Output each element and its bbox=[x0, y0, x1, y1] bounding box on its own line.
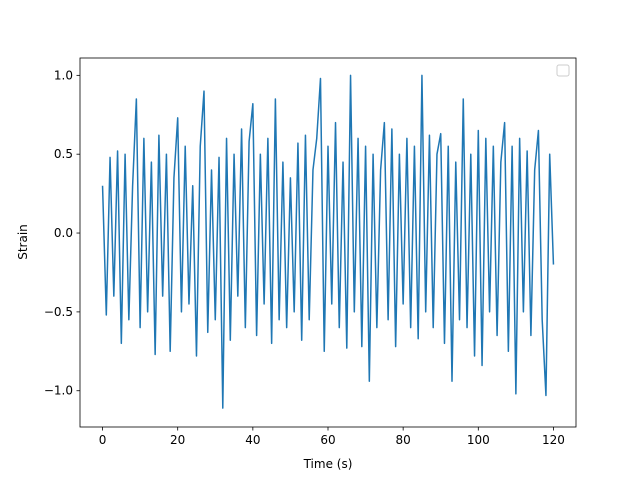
x-axis-label: Time (s) bbox=[303, 457, 353, 471]
ticks: 0 20 40 60 80 100 120 −1.0 −0.5 0.0 0.5 1.0 bbox=[44, 68, 565, 447]
x-tick-label: 40 bbox=[245, 433, 260, 447]
y-tick-label: −0.5 bbox=[44, 305, 73, 319]
y-tick-label: −1.0 bbox=[44, 384, 73, 398]
y-axis-label: Strain bbox=[16, 224, 30, 260]
strain-line bbox=[101, 74, 555, 409]
x-tick-label: 120 bbox=[542, 433, 565, 447]
x-tick-label: 80 bbox=[396, 433, 411, 447]
x-tick-label: 100 bbox=[467, 433, 490, 447]
x-tick-label: 20 bbox=[170, 433, 185, 447]
y-tick-label: 0.0 bbox=[54, 226, 73, 240]
y-tick-label: 0.5 bbox=[54, 147, 73, 161]
y-tick-label: 1.0 bbox=[54, 68, 73, 82]
plot bbox=[101, 74, 555, 409]
axes-frame bbox=[79, 57, 577, 428]
x-tick-label: 60 bbox=[320, 433, 335, 447]
x-tick-label: 0 bbox=[99, 433, 107, 447]
legend bbox=[556, 64, 570, 77]
